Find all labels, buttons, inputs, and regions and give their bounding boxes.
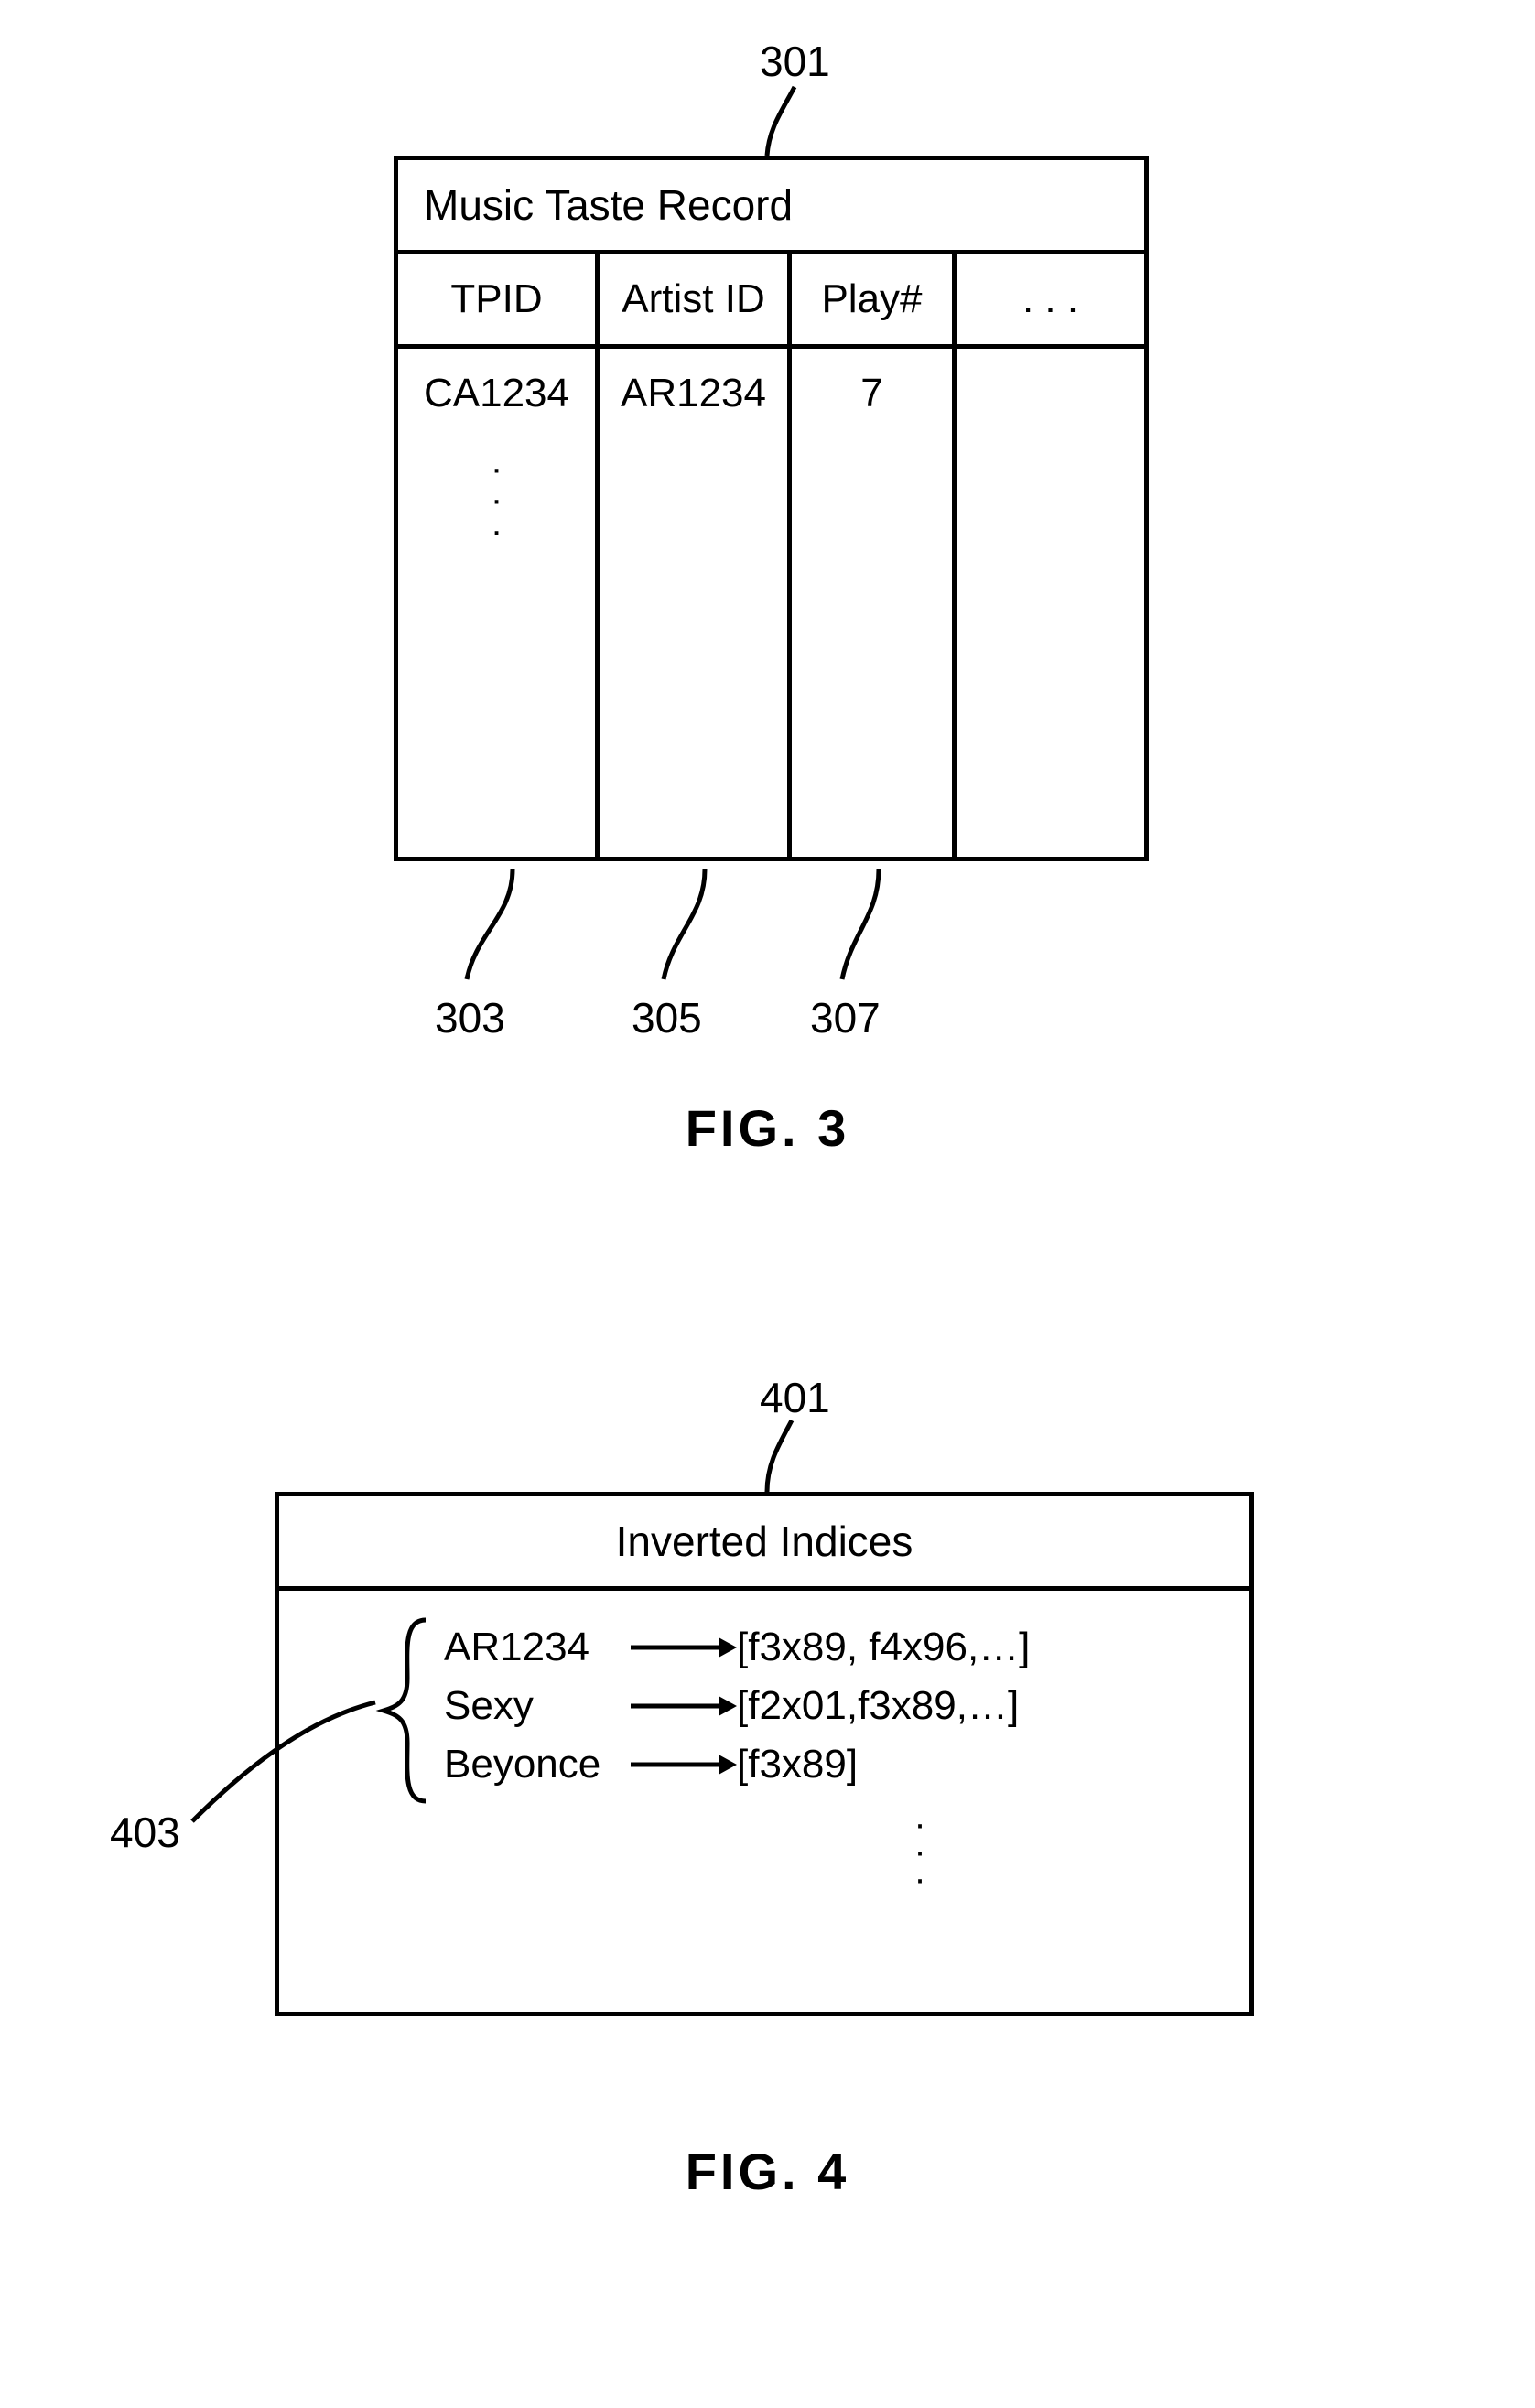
fig3-col-artistid: Artist ID bbox=[598, 253, 790, 347]
fig3-ref-301: 301 bbox=[760, 37, 830, 86]
index-row: Beyonce [f3x89] bbox=[444, 1735, 1213, 1794]
fig4-caption: FIG. 4 bbox=[0, 2142, 1535, 2201]
fig3-cell-tpid: CA1234 ··· bbox=[396, 347, 598, 859]
fig3-value-artistid: AR1234 bbox=[621, 371, 766, 416]
index-value: [f3x89, f4x96,…] bbox=[737, 1625, 1030, 1670]
arrow-right-icon bbox=[627, 1630, 737, 1665]
index-key: Beyonce bbox=[444, 1742, 627, 1787]
vertical-ellipsis-icon: ··· bbox=[627, 1810, 1213, 1893]
index-key: AR1234 bbox=[444, 1625, 627, 1670]
fig3-value-play: 7 bbox=[860, 371, 882, 416]
fig3-ref-303: 303 bbox=[435, 993, 505, 1042]
vertical-ellipsis-icon: ··· bbox=[413, 453, 580, 546]
index-row: Sexy [f2x01,f3x89,…] bbox=[444, 1677, 1213, 1735]
fig3-cell-extra bbox=[955, 347, 1147, 859]
fig3-cell-artistid: AR1234 bbox=[598, 347, 790, 859]
fig3-bottom-leaders bbox=[0, 860, 1535, 1062]
music-taste-record-table: Music Taste Record TPID Artist ID Play# … bbox=[394, 156, 1149, 861]
arrow-right-icon bbox=[627, 1747, 737, 1782]
index-row: AR1234 [f3x89, f4x96,…] bbox=[444, 1618, 1213, 1677]
inverted-indices-box: Inverted Indices AR1234 [f3x89, f4x96,…]… bbox=[275, 1492, 1254, 2016]
fig4-body: AR1234 [f3x89, f4x96,…] Sexy [f2x01,f3x8… bbox=[279, 1591, 1249, 2012]
fig4-title: Inverted Indices bbox=[279, 1496, 1249, 1591]
fig3-value-tpid: CA1234 bbox=[424, 371, 569, 416]
arrow-right-icon bbox=[627, 1689, 737, 1723]
fig3-ref-307: 307 bbox=[810, 993, 881, 1042]
index-value: [f2x01,f3x89,…] bbox=[737, 1683, 1019, 1729]
fig4-ref-403: 403 bbox=[110, 1808, 180, 1857]
fig3-caption: FIG. 3 bbox=[0, 1098, 1535, 1158]
fig3-title-cell: Music Taste Record bbox=[396, 158, 1147, 253]
fig3-col-play: Play# bbox=[790, 253, 955, 347]
patent-figure-page: Music Taste Record TPID Artist ID Play# … bbox=[0, 0, 1535, 2408]
fig3-ref-305: 305 bbox=[632, 993, 702, 1042]
index-value: [f3x89] bbox=[737, 1742, 858, 1787]
fig4-container: Inverted Indices AR1234 [f3x89, f4x96,…]… bbox=[275, 1492, 1254, 2016]
fig3-col-tpid: TPID bbox=[396, 253, 598, 347]
curly-brace-icon bbox=[371, 1614, 444, 1807]
fig3-col-extra: . . . bbox=[955, 253, 1147, 347]
fig4-ref-401: 401 bbox=[760, 1373, 830, 1422]
index-key: Sexy bbox=[444, 1683, 627, 1729]
fig3-cell-play: 7 bbox=[790, 347, 955, 859]
fig3-container: Music Taste Record TPID Artist ID Play# … bbox=[394, 156, 1144, 861]
